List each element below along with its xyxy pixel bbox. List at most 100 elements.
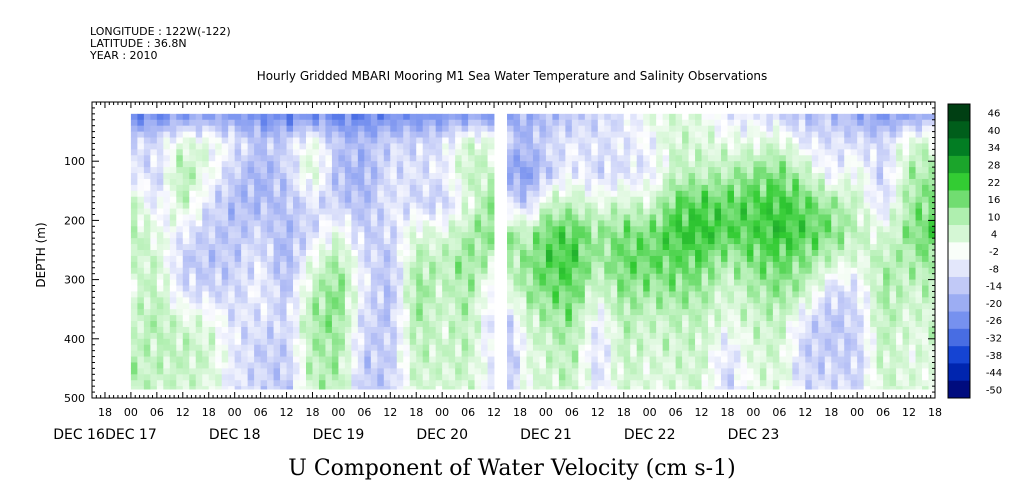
heatmap-cell	[649, 267, 657, 275]
heatmap-cell	[260, 196, 268, 204]
heatmap-cell	[623, 303, 631, 310]
heatmap-cell	[461, 184, 469, 192]
heatmap-cell	[487, 279, 495, 286]
heatmap-cell	[578, 374, 586, 381]
heatmap-cell	[526, 350, 534, 357]
heatmap-cell	[156, 196, 164, 204]
heatmap-cell	[228, 362, 236, 369]
heatmap-cell	[772, 149, 780, 156]
heatmap-cell	[746, 190, 754, 198]
heatmap-cell	[571, 267, 579, 275]
heatmap-cell	[779, 208, 787, 215]
heatmap-cell	[532, 344, 540, 352]
heatmap-cell	[305, 309, 313, 316]
heatmap-cell	[156, 149, 164, 156]
heatmap-cell	[481, 161, 488, 168]
heatmap-cell	[474, 344, 482, 352]
heatmap-cell	[377, 113, 385, 121]
heatmap-cell	[604, 374, 612, 381]
heatmap-cell	[202, 244, 210, 251]
heatmap-cell	[519, 214, 527, 221]
heatmap-cell	[409, 261, 417, 269]
heatmap-cell	[357, 184, 365, 192]
heatmap-cell	[545, 113, 553, 121]
heatmap-cell	[610, 149, 618, 156]
heatmap-cell	[746, 374, 754, 381]
heatmap-cell	[617, 309, 625, 316]
heatmap-cell	[338, 273, 346, 280]
heatmap-cell	[636, 244, 644, 251]
heatmap-cell	[656, 338, 664, 346]
heatmap-cell	[169, 362, 177, 369]
heatmap-cell	[824, 267, 832, 275]
heatmap-cell	[630, 161, 638, 168]
heatmap-cell	[448, 374, 456, 381]
heatmap-cell	[202, 167, 210, 174]
heatmap-cell	[455, 303, 463, 310]
heatmap-cell	[241, 161, 249, 168]
heatmap-cell	[189, 321, 197, 328]
heatmap-cell	[163, 196, 171, 204]
heatmap-cell	[552, 386, 560, 390]
heatmap-cell	[150, 332, 158, 340]
heatmap-cell	[701, 119, 709, 127]
heatmap-cell	[448, 178, 456, 186]
heatmap-cell	[409, 332, 417, 340]
heatmap-cell	[215, 261, 223, 269]
heatmap-cell	[636, 125, 644, 132]
heatmap-cell	[377, 297, 385, 304]
heatmap-cell	[215, 173, 223, 180]
heatmap-cell	[156, 178, 164, 186]
heatmap-cell	[643, 220, 651, 227]
heatmap-cell	[558, 202, 566, 209]
heatmap-cell	[532, 267, 540, 275]
heatmap-cell	[578, 315, 586, 322]
heatmap-cell	[766, 149, 774, 156]
heatmap-cell	[137, 131, 145, 138]
heatmap-cell	[513, 250, 521, 257]
heatmap-cell	[351, 362, 359, 369]
heatmap-cell	[604, 344, 612, 352]
heatmap-cell	[636, 178, 644, 186]
heatmap-cell	[156, 214, 164, 221]
heatmap-cell	[396, 338, 404, 346]
heatmap-cell	[241, 285, 249, 292]
heatmap-cell	[241, 155, 249, 162]
heatmap-cell	[604, 143, 612, 150]
heatmap-cell	[578, 380, 586, 387]
heatmap-cell	[513, 255, 521, 263]
heatmap-cell	[532, 255, 540, 263]
heatmap-cell	[759, 137, 767, 144]
heatmap-cell	[714, 344, 722, 352]
heatmap-cell	[630, 232, 638, 239]
heatmap-cell	[539, 303, 547, 310]
heatmap-cell	[364, 190, 372, 198]
heatmap-cell	[189, 315, 197, 322]
heatmap-cell	[474, 196, 482, 204]
heatmap-cell	[746, 238, 754, 245]
heatmap-cell	[571, 291, 579, 298]
heatmap-cell	[591, 380, 599, 387]
heatmap-cell	[733, 161, 741, 168]
heatmap-cell	[247, 202, 255, 209]
heatmap-cell	[721, 125, 728, 132]
heatmap-cell	[442, 255, 450, 263]
heatmap-cell	[766, 338, 774, 346]
heatmap-cell	[623, 131, 631, 138]
heatmap-cell	[539, 178, 547, 186]
heatmap-cell	[649, 155, 657, 162]
heatmap-cell	[636, 208, 644, 215]
heatmap-cell	[429, 374, 437, 381]
heatmap-cell	[701, 356, 709, 363]
heatmap-cell	[545, 386, 553, 390]
heatmap-cell	[396, 344, 404, 352]
heatmap-cell	[156, 386, 164, 390]
heatmap-cell	[377, 244, 385, 251]
heatmap-cell	[351, 267, 359, 275]
heatmap-cell	[344, 368, 352, 375]
heatmap-cell	[753, 374, 761, 381]
heatmap-cell	[798, 232, 806, 239]
heatmap-cell	[656, 386, 664, 390]
heatmap-cell	[202, 214, 210, 221]
heatmap-cell	[772, 297, 780, 304]
